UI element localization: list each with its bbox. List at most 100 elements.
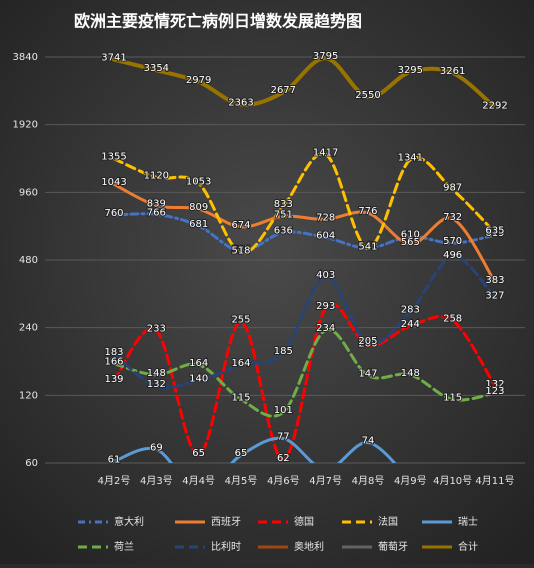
series-line bbox=[112, 152, 497, 255]
data-label: 234 bbox=[316, 323, 335, 334]
data-label: 728 bbox=[316, 212, 335, 223]
legend-label: 奥地利 bbox=[294, 540, 324, 553]
legend-label: 瑞士 bbox=[458, 515, 478, 528]
series-line bbox=[112, 436, 397, 463]
data-label: 751 bbox=[274, 209, 293, 220]
data-label: 164 bbox=[189, 358, 208, 369]
legend-label: 比利时 bbox=[211, 541, 241, 553]
data-label: 2363 bbox=[228, 97, 253, 108]
grid bbox=[45, 56, 525, 464]
data-label: 148 bbox=[401, 368, 420, 379]
x-tick-label: 4月8号 bbox=[352, 475, 385, 487]
data-label: 140 bbox=[189, 373, 208, 384]
data-label: 403 bbox=[316, 270, 335, 281]
data-label: 525 bbox=[231, 244, 250, 255]
data-label: 570 bbox=[443, 236, 462, 247]
data-label: 681 bbox=[189, 219, 208, 230]
data-label: 1355 bbox=[101, 152, 126, 163]
data-label: 115 bbox=[231, 392, 250, 403]
x-tick-label: 4月5号 bbox=[225, 475, 258, 487]
data-label: 674 bbox=[231, 220, 250, 231]
legend-label: 意大利 bbox=[114, 515, 144, 528]
data-label: 565 bbox=[401, 237, 420, 248]
data-label: 732 bbox=[443, 212, 462, 223]
chart-title: 欧洲主要疫情死亡病例日增数发展趋势图 bbox=[74, 12, 362, 31]
legend-label: 葡萄牙 bbox=[378, 540, 408, 553]
data-label: 293 bbox=[316, 301, 335, 312]
data-label: 65 bbox=[192, 448, 205, 459]
legend-label: 西班牙 bbox=[211, 516, 241, 528]
x-tick-label: 4月11号 bbox=[475, 475, 514, 487]
data-label: 610 bbox=[401, 230, 420, 241]
data-label: 833 bbox=[274, 199, 293, 210]
data-label: 2292 bbox=[482, 100, 507, 111]
data-label: 604 bbox=[316, 231, 335, 242]
data-label: 200 bbox=[358, 338, 377, 349]
data-label: 619 bbox=[485, 228, 504, 239]
data-label: 101 bbox=[274, 405, 293, 416]
x-tick-label: 4月3号 bbox=[140, 475, 173, 487]
y-tick-label: 1920 bbox=[13, 120, 38, 131]
data-label: 244 bbox=[401, 319, 420, 330]
data-label: 283 bbox=[401, 305, 420, 316]
data-label: 2550 bbox=[355, 90, 380, 101]
legend-label: 法国 bbox=[378, 515, 398, 528]
y-tick-label: 60 bbox=[25, 458, 38, 469]
y-tick-label: 3840 bbox=[13, 52, 38, 63]
data-label: 636 bbox=[274, 226, 293, 237]
x-tick-label: 4月4号 bbox=[182, 475, 215, 487]
data-label: 766 bbox=[147, 207, 166, 218]
data-label: 74 bbox=[362, 436, 375, 447]
data-label: 139 bbox=[104, 374, 123, 385]
data-label: 327 bbox=[485, 290, 504, 301]
data-label: 258 bbox=[443, 314, 462, 325]
data-label: 518 bbox=[231, 246, 250, 257]
data-label: 1341 bbox=[398, 153, 423, 164]
data-label: 2677 bbox=[271, 85, 296, 96]
data-label: 1043 bbox=[101, 177, 126, 188]
data-label: 164 bbox=[231, 358, 250, 369]
y-tick-label: 960 bbox=[19, 187, 38, 198]
data-label: 166 bbox=[104, 357, 123, 368]
data-label: 61 bbox=[108, 454, 121, 465]
data-label: 1053 bbox=[186, 176, 211, 187]
data-labels: 760 766 681 525 636 604 542 610 570 619 1043 839 809… bbox=[100, 50, 508, 466]
data-label: 3741 bbox=[101, 53, 126, 64]
data-label: 255 bbox=[231, 315, 250, 326]
data-label: 62 bbox=[277, 453, 290, 464]
legend-label: 德国 bbox=[294, 515, 314, 528]
data-label: 233 bbox=[147, 324, 166, 335]
data-label: 183 bbox=[104, 347, 123, 358]
series-line bbox=[112, 302, 497, 462]
data-label: 69 bbox=[150, 442, 163, 453]
series-line bbox=[112, 212, 497, 253]
data-label: 760 bbox=[104, 208, 123, 219]
data-label: 115 bbox=[443, 392, 462, 403]
x-tick-label: 4月7号 bbox=[309, 475, 342, 487]
series-line bbox=[112, 56, 497, 110]
data-label: 383 bbox=[485, 275, 504, 286]
data-label: 205 bbox=[358, 336, 377, 347]
data-label: 3295 bbox=[398, 65, 423, 76]
data-label: 132 bbox=[485, 379, 504, 390]
data-label: 3795 bbox=[313, 51, 338, 62]
y-tick-label: 480 bbox=[19, 255, 38, 266]
series-line bbox=[112, 255, 497, 389]
data-label: 542 bbox=[358, 241, 377, 252]
y-tick-label: 240 bbox=[19, 323, 38, 334]
series-line bbox=[112, 182, 497, 284]
data-label: 809 bbox=[189, 202, 208, 213]
data-label: 3354 bbox=[144, 63, 169, 74]
x-tick-label: 4月6号 bbox=[267, 475, 300, 487]
data-label: 148 bbox=[147, 368, 166, 379]
data-label: 147 bbox=[358, 369, 377, 380]
data-label: 635 bbox=[485, 226, 504, 237]
data-label: 1120 bbox=[144, 170, 169, 181]
legend-label: 荷兰 bbox=[114, 540, 134, 553]
data-label: 77 bbox=[277, 432, 290, 443]
x-tick-label: 4月9号 bbox=[394, 475, 427, 487]
